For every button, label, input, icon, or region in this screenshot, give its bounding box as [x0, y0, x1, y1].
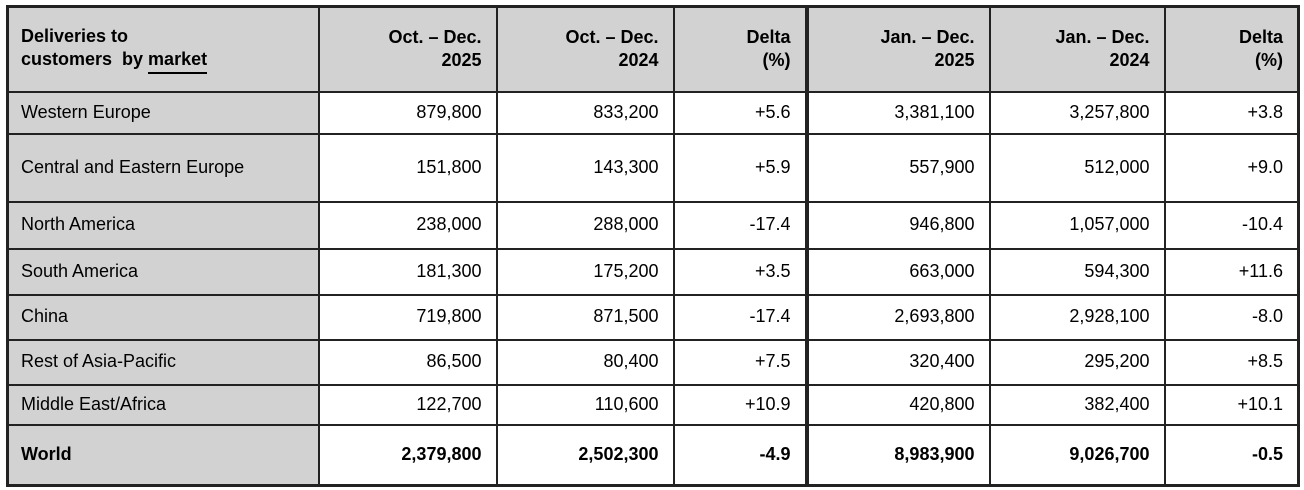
value-cell: 238,000: [317, 200, 498, 250]
value-cell: 320,400: [805, 338, 991, 386]
row-china: China 719,800 871,500 -17.4 2,693,800 2,…: [6, 293, 1300, 341]
delta-cell: +3.5: [672, 247, 809, 296]
header-q4-delta: Delta (%): [672, 5, 809, 93]
delta-cell: -17.4: [672, 293, 809, 341]
header-market-line1: Deliveries to: [21, 25, 129, 46]
value-cell: 143,300: [495, 132, 675, 203]
header-line: Jan. – Dec.: [880, 26, 975, 47]
delta-cell: +9.0: [1163, 132, 1300, 203]
header-market: Deliveries to customers by market: [6, 5, 320, 93]
value-cell: 122,700: [317, 383, 498, 426]
deliveries-table: Deliveries to customers by market Oct. –…: [6, 5, 1300, 487]
header-line: Oct. – Dec.: [565, 26, 659, 47]
value-cell: 151,800: [317, 132, 498, 203]
value-cell: 1,057,000: [988, 200, 1166, 250]
delta-cell: -0.5: [1163, 423, 1300, 487]
market-cell: China: [6, 293, 320, 341]
delta-cell: +3.8: [1163, 90, 1300, 135]
header-line: Oct. – Dec.: [388, 26, 482, 47]
header-line: Delta: [746, 26, 791, 47]
value-cell: 663,000: [805, 247, 991, 296]
header-line: Jan. – Dec.: [1055, 26, 1150, 47]
header-market-line2-prefix: customers by: [21, 49, 149, 70]
value-cell: 2,693,800: [805, 293, 991, 341]
value-cell: 110,600: [495, 383, 675, 426]
value-cell: 879,800: [317, 90, 498, 135]
header-line: 2024: [618, 50, 659, 71]
delta-cell: +8.5: [1163, 338, 1300, 386]
value-cell: 420,800: [805, 383, 991, 426]
value-cell: 175,200: [495, 247, 675, 296]
value-cell: 946,800: [805, 200, 991, 250]
delta-cell: -17.4: [672, 200, 809, 250]
header-q4-2025: Oct. – Dec. 2025: [317, 5, 498, 93]
value-cell: 871,500: [495, 293, 675, 341]
header-q4-2024: Oct. – Dec. 2024: [495, 5, 675, 93]
header-fy-2024: Jan. – Dec. 2024: [988, 5, 1166, 93]
row-world: World 2,379,800 2,502,300 -4.9 8,983,900…: [6, 423, 1300, 487]
row-middle-east-africa: Middle East/Africa 122,700 110,600 +10.9…: [6, 383, 1300, 426]
row-western-europe: Western Europe 879,800 833,200 +5.6 3,38…: [6, 90, 1300, 135]
header-row: Deliveries to customers by market Oct. –…: [6, 5, 1300, 93]
delta-cell: -4.9: [672, 423, 809, 487]
header-line: Delta: [1238, 26, 1283, 47]
value-cell: 557,900: [805, 132, 991, 203]
row-rest-of-asia-pacific: Rest of Asia-Pacific 86,500 80,400 +7.5 …: [6, 338, 1300, 386]
delta-cell: +10.9: [672, 383, 809, 426]
header-fy-delta: Delta (%): [1163, 5, 1300, 93]
row-south-america: South America 181,300 175,200 +3.5 663,0…: [6, 247, 1300, 296]
market-cell: Western Europe: [6, 90, 320, 135]
market-cell: South America: [6, 247, 320, 296]
value-cell: 9,026,700: [988, 423, 1166, 487]
value-cell: 3,257,800: [988, 90, 1166, 135]
value-cell: 80,400: [495, 338, 675, 386]
header-line: (%): [1255, 50, 1283, 71]
market-cell: Central and Eastern Europe: [6, 132, 320, 203]
value-cell: 833,200: [495, 90, 675, 135]
header-line: 2025: [934, 50, 975, 71]
value-cell: 719,800: [317, 293, 498, 341]
value-cell: 8,983,900: [805, 423, 991, 487]
delta-cell: +10.1: [1163, 383, 1300, 426]
value-cell: 382,400: [988, 383, 1166, 426]
header-line: (%): [762, 50, 791, 71]
value-cell: 2,928,100: [988, 293, 1166, 341]
value-cell: 3,381,100: [805, 90, 991, 135]
header-market-underlined-word: market: [148, 48, 208, 74]
value-cell: 295,200: [988, 338, 1166, 386]
value-cell: 86,500: [317, 338, 498, 386]
header-line: 2024: [1109, 50, 1150, 71]
delta-cell: +5.6: [672, 90, 809, 135]
market-cell: World: [6, 423, 320, 487]
delta-cell: -8.0: [1163, 293, 1300, 341]
market-cell: North America: [6, 200, 320, 250]
market-cell: Rest of Asia-Pacific: [6, 338, 320, 386]
delta-cell: +7.5: [672, 338, 809, 386]
header-line: 2025: [441, 50, 482, 71]
value-cell: 288,000: [495, 200, 675, 250]
value-cell: 2,379,800: [317, 423, 498, 487]
delta-cell: +11.6: [1163, 247, 1300, 296]
value-cell: 2,502,300: [495, 423, 675, 487]
row-north-america: North America 238,000 288,000 -17.4 946,…: [6, 200, 1300, 250]
delta-cell: -10.4: [1163, 200, 1300, 250]
market-cell: Middle East/Africa: [6, 383, 320, 426]
value-cell: 512,000: [988, 132, 1166, 203]
row-central-eastern-europe: Central and Eastern Europe 151,800 143,3…: [6, 132, 1300, 203]
header-fy-2025: Jan. – Dec. 2025: [805, 5, 991, 93]
value-cell: 181,300: [317, 247, 498, 296]
value-cell: 594,300: [988, 247, 1166, 296]
header-market-line2: customers by market: [21, 48, 308, 74]
delta-cell: +5.9: [672, 132, 809, 203]
